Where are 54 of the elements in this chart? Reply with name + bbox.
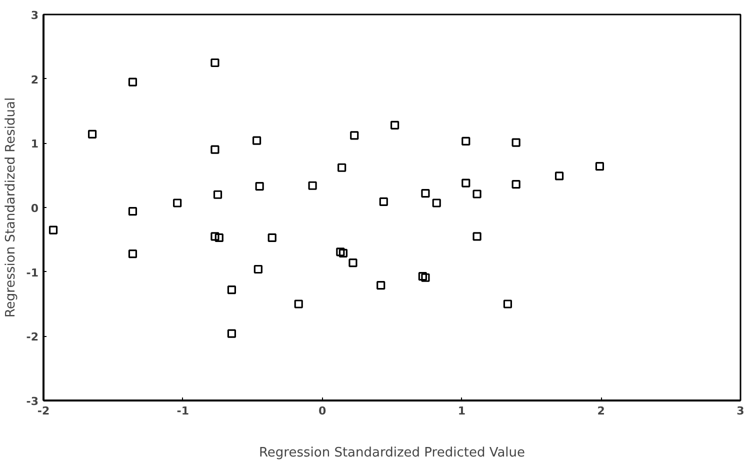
point — [227, 329, 236, 338]
point — [294, 300, 303, 308]
y-tick-label: -1 — [26, 266, 39, 280]
point — [308, 181, 317, 190]
x-tick-label: 3 — [736, 404, 744, 418]
point — [472, 232, 482, 241]
point — [462, 178, 470, 188]
y-tick-label: -2 — [26, 330, 39, 344]
y-tick-label: -3 — [26, 395, 39, 408]
point — [376, 281, 386, 290]
point — [213, 190, 222, 199]
point — [554, 172, 564, 180]
point — [379, 197, 388, 206]
y-tick-label: 2 — [30, 73, 38, 86]
point — [595, 162, 604, 171]
point — [418, 272, 427, 281]
x-tick-label: 0 — [318, 404, 326, 418]
point — [128, 78, 138, 86]
x-tick-label: 2 — [597, 404, 605, 418]
point — [421, 189, 430, 198]
point — [252, 136, 262, 145]
point — [173, 198, 182, 208]
x-axis-title: Regression Standardized Predicted Value — [258, 446, 526, 460]
point — [503, 300, 512, 308]
point — [254, 264, 262, 274]
point — [214, 233, 224, 242]
point — [472, 190, 482, 198]
point — [336, 248, 345, 256]
point — [512, 138, 520, 147]
x-tick-label: -1 — [176, 404, 190, 418]
point — [390, 120, 400, 130]
point — [210, 145, 220, 154]
point — [48, 226, 58, 234]
y-tick-label: 1 — [30, 138, 38, 151]
y-tick-label: 0 — [30, 202, 39, 215]
point — [128, 207, 138, 216]
y-axis-title: Regression Standardized Residual — [3, 97, 18, 318]
point — [512, 180, 520, 189]
point — [255, 182, 264, 191]
point — [350, 131, 359, 140]
point — [210, 58, 220, 68]
point — [348, 258, 358, 268]
point — [432, 198, 441, 208]
point — [462, 136, 470, 146]
y-tick-label: 3 — [30, 9, 38, 22]
point — [88, 130, 97, 138]
x-tick-label: 1 — [458, 404, 466, 418]
point — [210, 232, 220, 241]
point — [338, 248, 348, 258]
point — [268, 233, 276, 242]
point — [128, 250, 138, 258]
point — [338, 163, 346, 172]
point — [421, 273, 430, 282]
point — [227, 286, 236, 294]
